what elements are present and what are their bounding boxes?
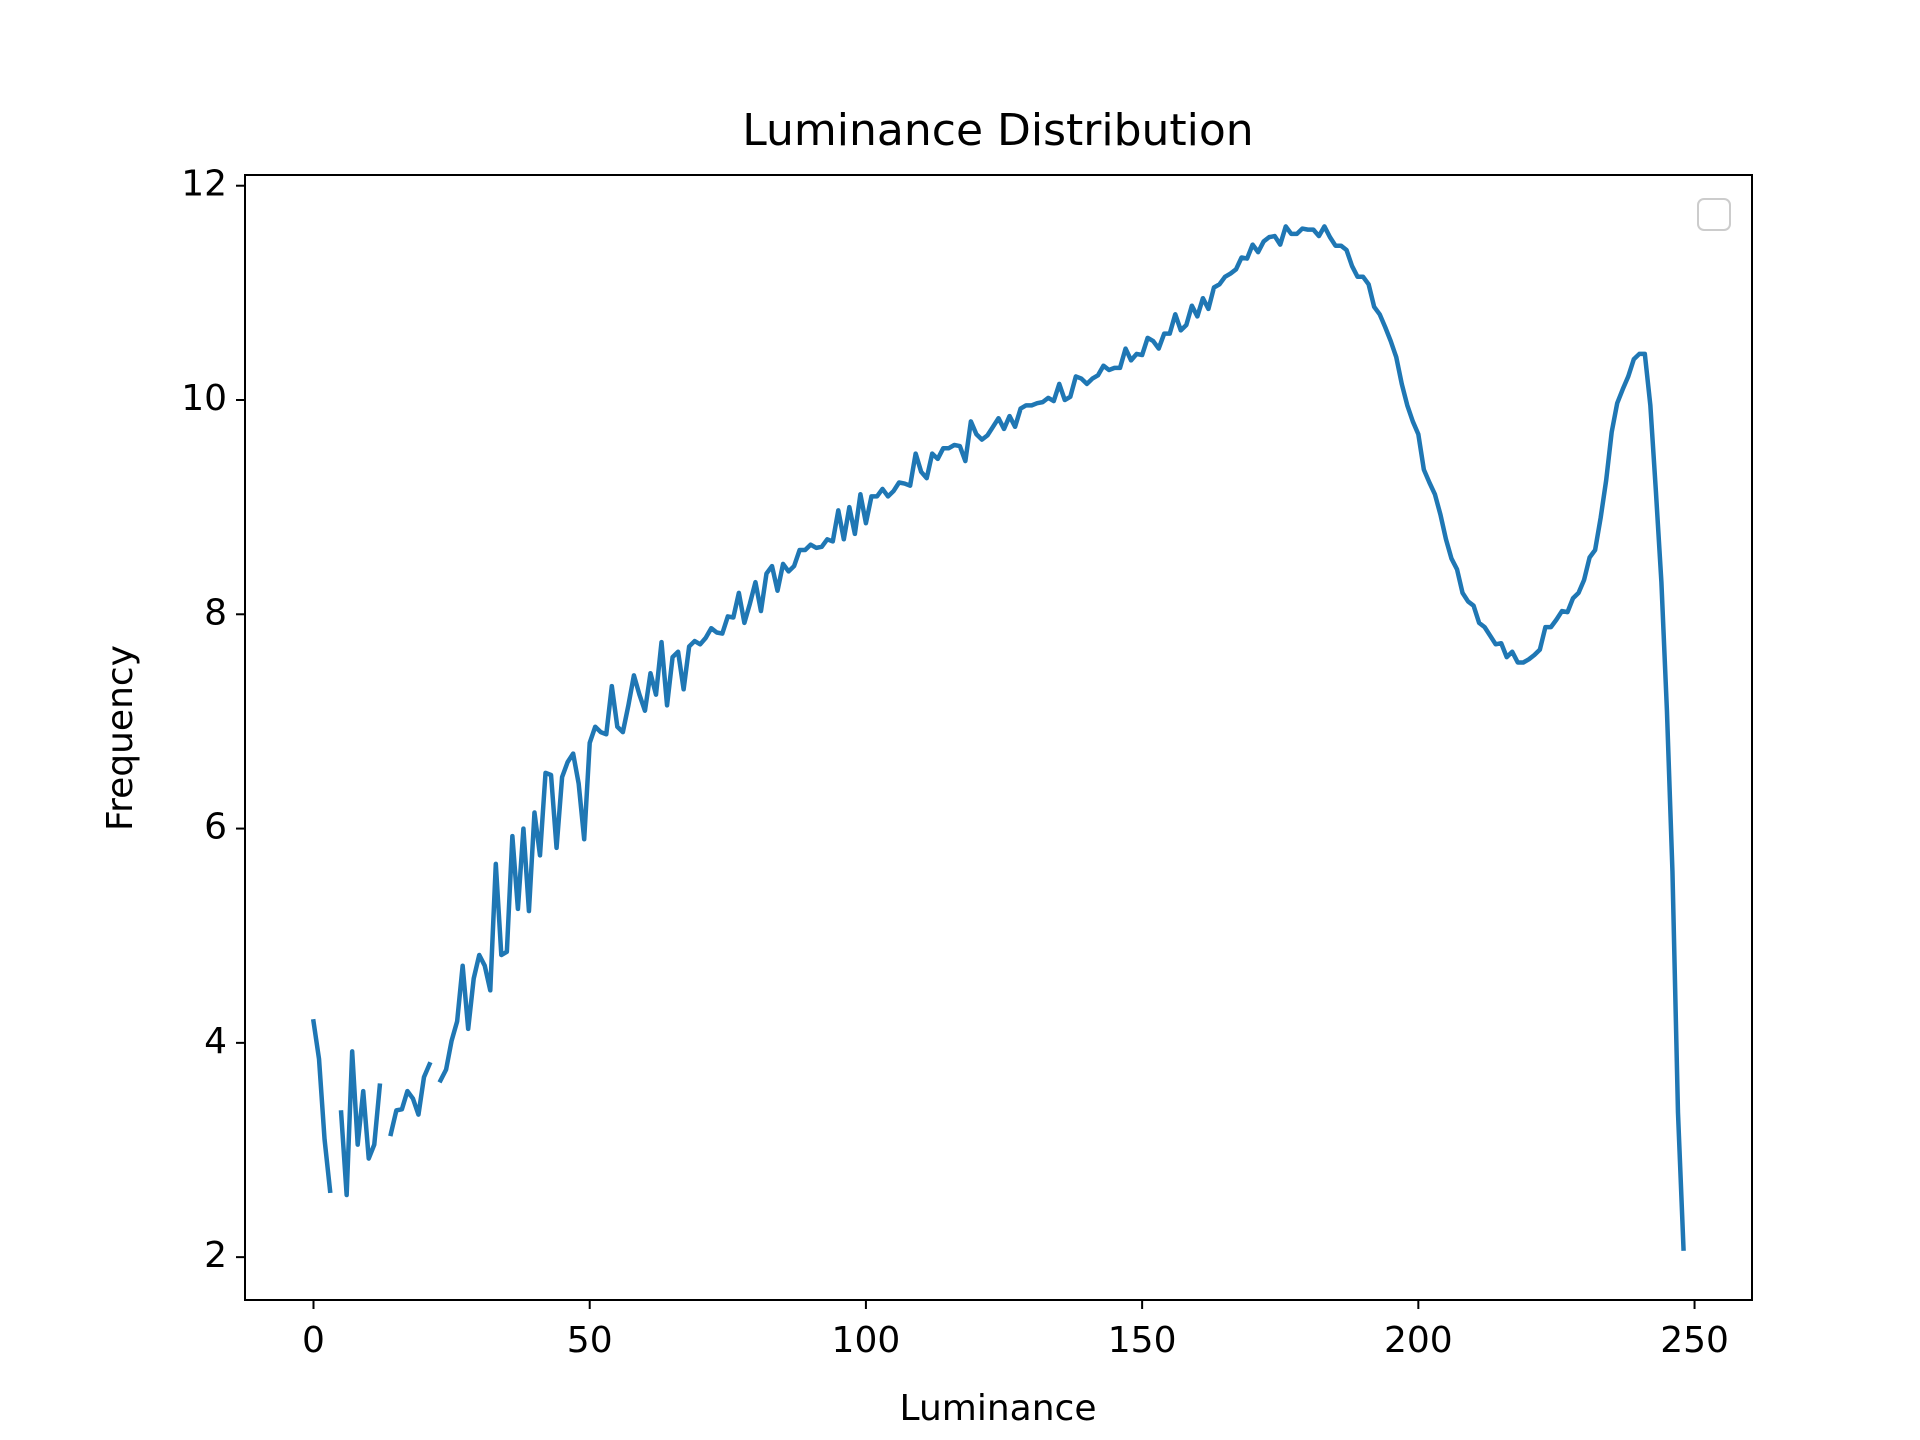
y-tick-label: 4 [204, 1021, 227, 1062]
x-tick-label: 0 [302, 1320, 325, 1361]
x-tick-label: 250 [1660, 1320, 1729, 1361]
data-line [310, 224, 1686, 1251]
plot-frame [244, 174, 1753, 1301]
y-tick-label: 10 [181, 378, 227, 419]
y-tick-label: 8 [204, 592, 227, 633]
x-tick-label: 50 [567, 1320, 613, 1361]
x-tick-label: 100 [832, 1320, 901, 1361]
y-axis-label: Frequency [100, 645, 141, 831]
x-tick-label: 200 [1384, 1320, 1453, 1361]
x-axis-label: Luminance [900, 1388, 1097, 1429]
chart-title: Luminance Distribution [742, 105, 1253, 156]
legend-box [1697, 198, 1731, 231]
y-tick-label: 6 [204, 807, 227, 848]
y-tick-label: 2 [204, 1235, 227, 1276]
y-tick-label: 12 [181, 164, 227, 205]
x-tick-label: 150 [1108, 1320, 1177, 1361]
